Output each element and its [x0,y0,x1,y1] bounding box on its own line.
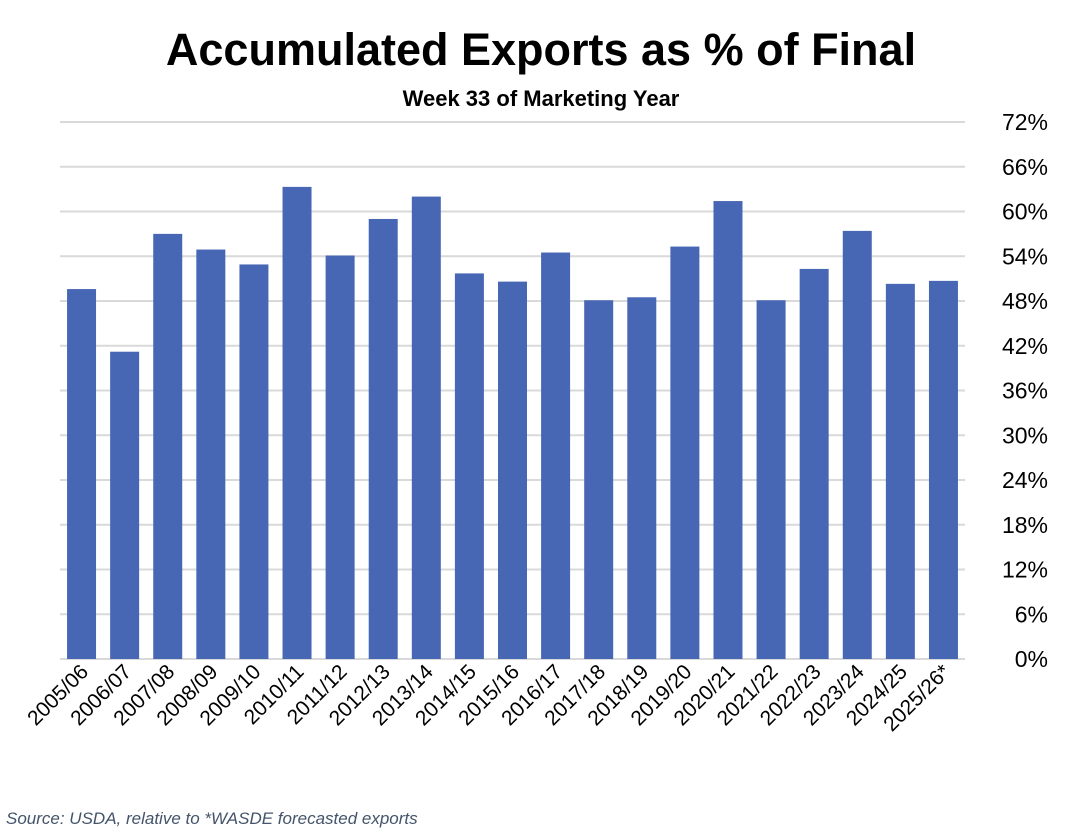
bar-2024/25 [885,283,915,659]
bar-2007/08 [153,233,183,659]
y-tick-label: 48% [1002,288,1048,314]
bar-2020/21 [713,201,743,659]
y-tick-label: 6% [1015,601,1048,627]
bar-2010/11 [282,186,312,659]
bar-2023/24 [842,230,872,659]
bar-2006/07 [110,351,140,659]
bar-2016/17 [541,252,571,660]
source-note: Source: USDA, relative to *WASDE forecas… [6,809,418,828]
y-tick-label: 66% [1002,154,1048,180]
y-tick-label: 12% [1002,557,1048,583]
bar-2018/19 [627,297,657,659]
bar-2008/09 [196,249,226,659]
bar-2009/10 [239,264,269,659]
y-tick-label: 72% [1002,109,1048,135]
y-tick-label: 30% [1002,422,1048,448]
bar-2021/22 [756,300,786,659]
bar-2011/12 [325,255,355,660]
bar-2019/20 [670,246,700,659]
bar-2012/13 [368,218,398,660]
chart-subtitle: Week 33 of Marketing Year [402,86,680,111]
y-tick-label: 24% [1002,467,1048,493]
bar-2015/16 [498,281,527,659]
y-tick-label: 36% [1002,378,1048,404]
bar-2005/06 [67,289,97,659]
bar-2017/18 [584,300,614,659]
bar-2013/14 [411,196,441,660]
bar-2022/23 [799,268,829,659]
bar-2014/15 [454,273,484,659]
y-tick-label: 0% [1015,646,1048,672]
y-tick-label: 42% [1002,333,1048,359]
y-tick-label: 60% [1002,199,1048,225]
y-tick-label: 18% [1002,512,1048,538]
bar-2025/26* [928,280,958,659]
chart-title: Accumulated Exports as % of Final [165,24,917,75]
y-tick-label: 54% [1002,243,1048,269]
